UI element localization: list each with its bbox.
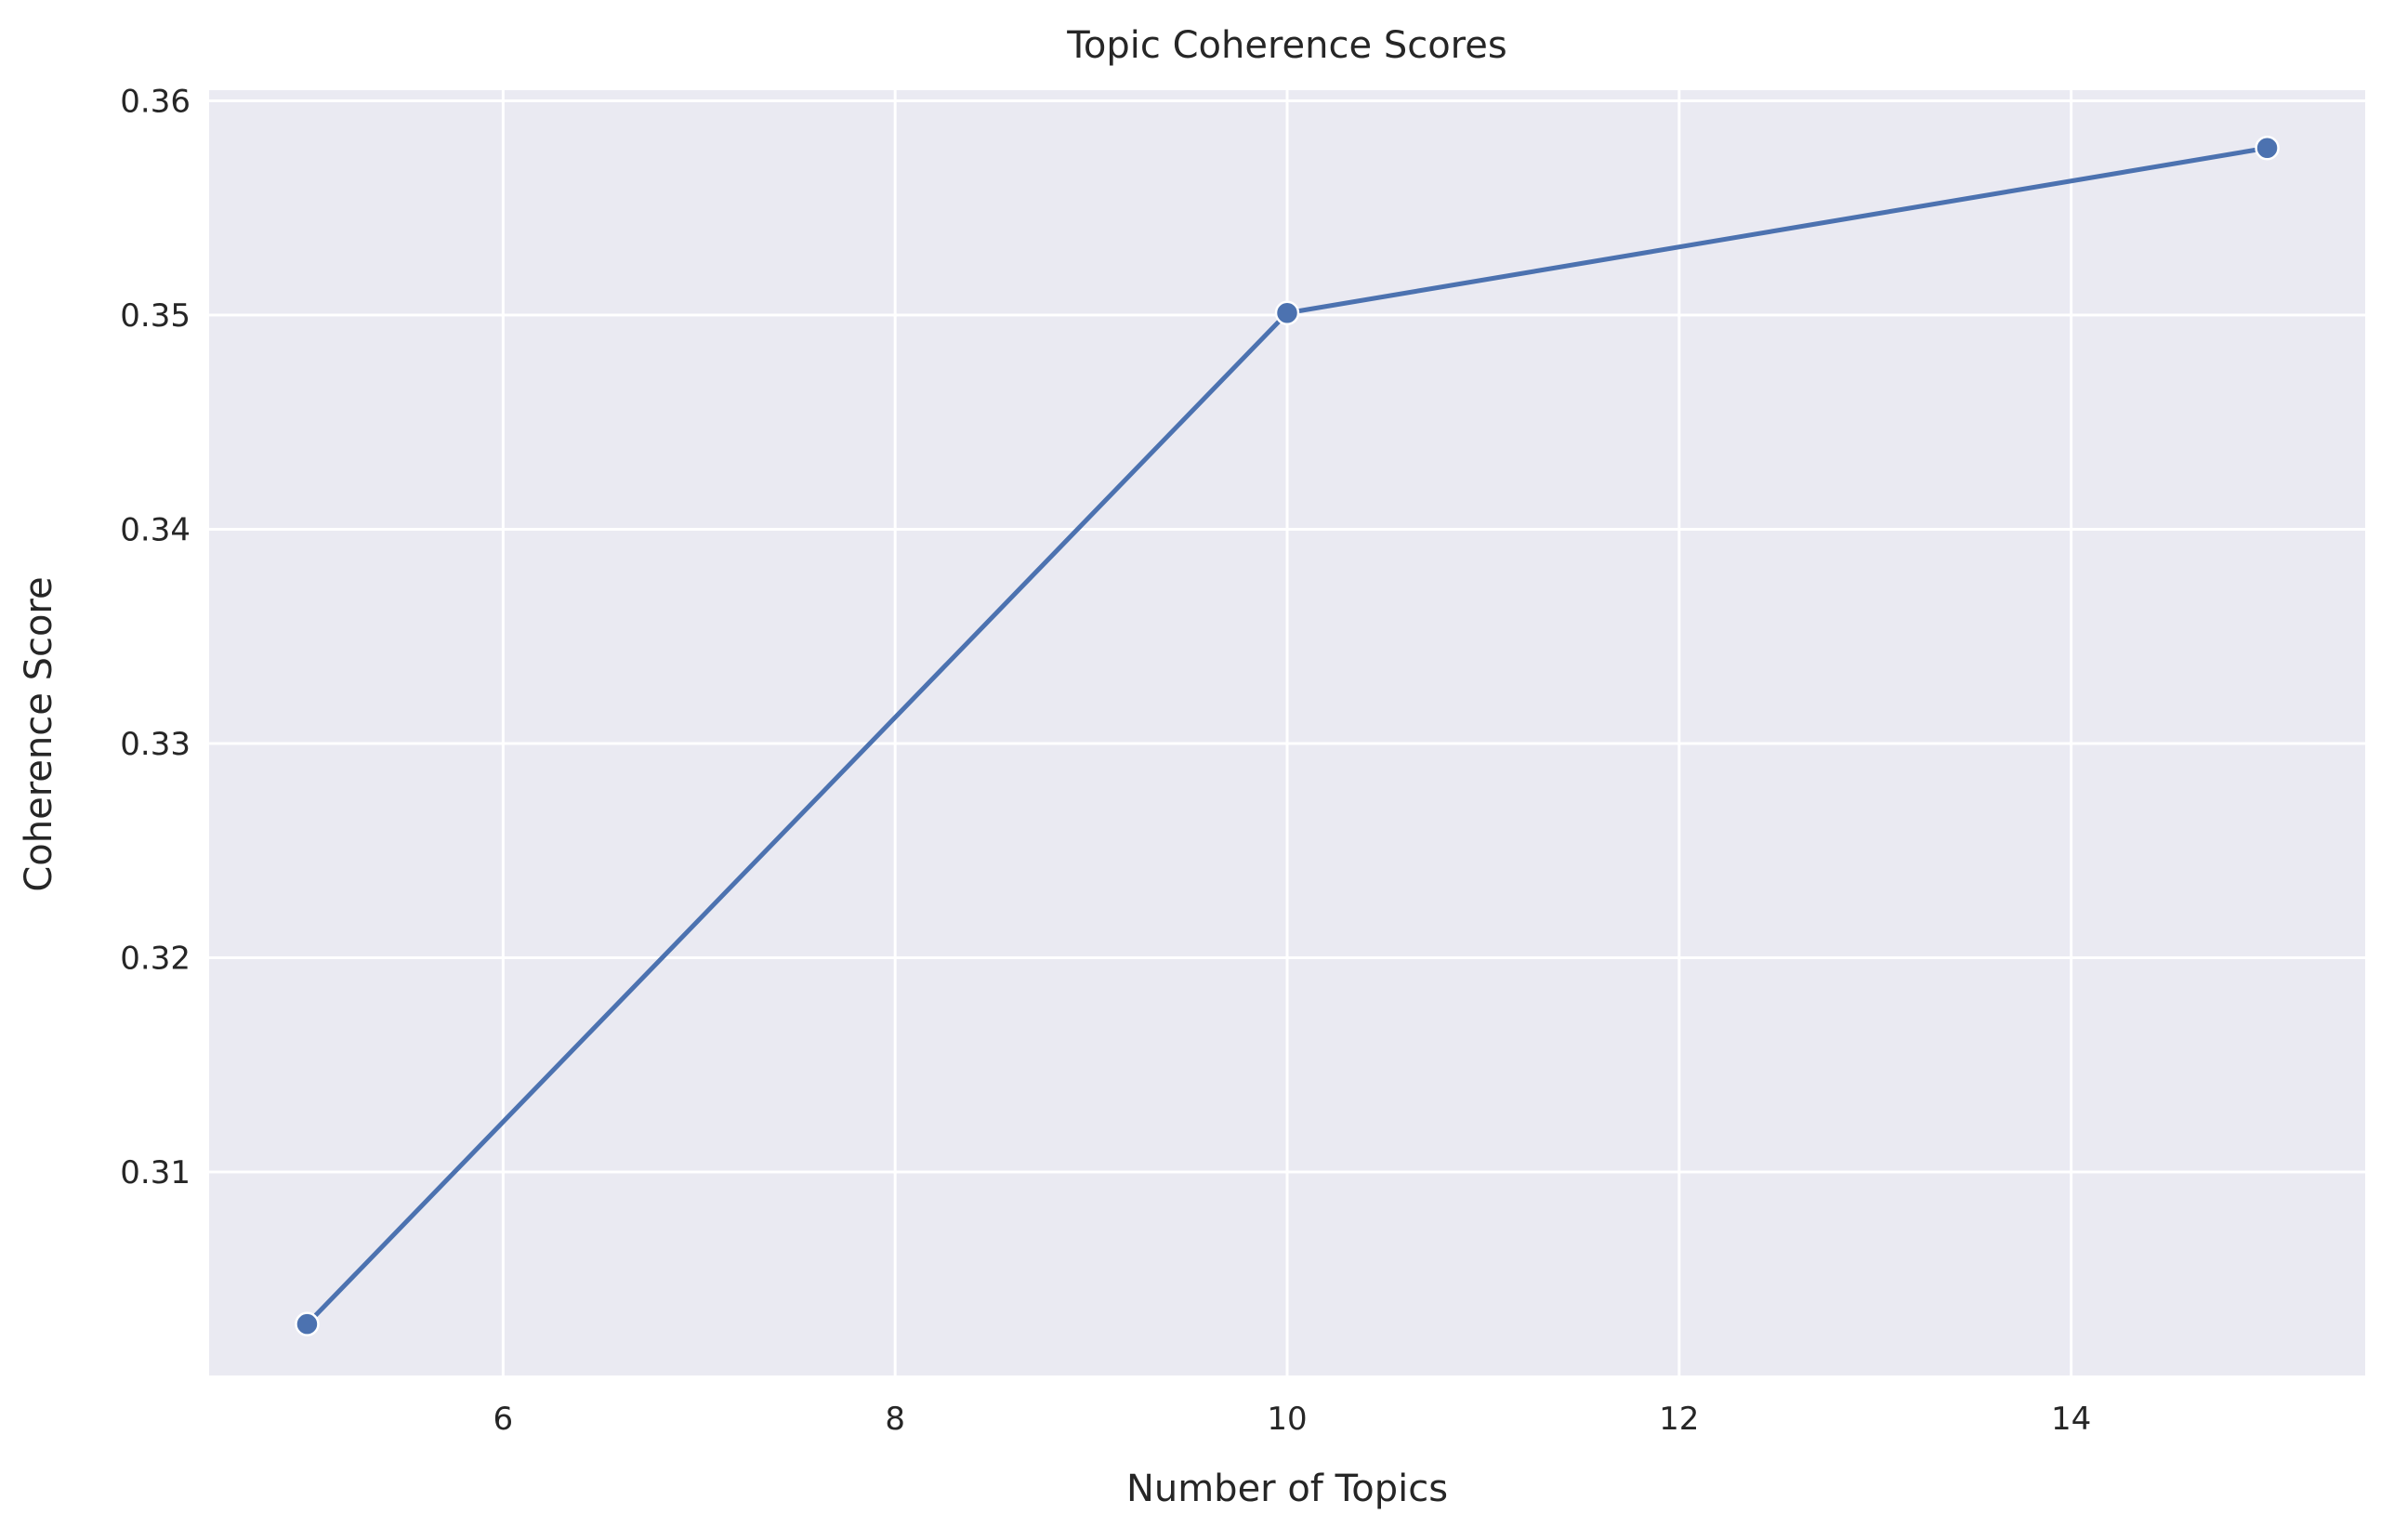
y-tick-label: 0.32: [120, 941, 191, 978]
y-tick-label: 0.31: [120, 1154, 191, 1191]
data-point: [295, 1311, 320, 1336]
x-axis-label: Number of Topics: [1126, 1468, 1448, 1510]
y-tick-label: 0.33: [120, 726, 191, 763]
x-tick-label: 6: [493, 1401, 514, 1438]
data-point: [2255, 135, 2280, 161]
x-tick-label: 14: [2051, 1401, 2091, 1438]
y-tick-label: 0.34: [120, 512, 191, 549]
tick-labels: 6 8 10 12 14 0.31 0.32 0.33 0.34 0.35 0.36: [120, 84, 2091, 1438]
y-tick-label: 0.35: [120, 297, 191, 335]
data-point: [1274, 300, 1300, 325]
series: [295, 135, 2280, 1336]
chart-title: Topic Coherence Scores: [1066, 24, 1506, 67]
y-tick-label: 0.36: [120, 84, 191, 121]
x-tick-label: 10: [1267, 1401, 1307, 1438]
x-tick-label: 8: [885, 1401, 905, 1438]
y-axis-label: Coherence Score: [18, 576, 60, 891]
x-tick-label: 12: [1659, 1401, 1699, 1438]
